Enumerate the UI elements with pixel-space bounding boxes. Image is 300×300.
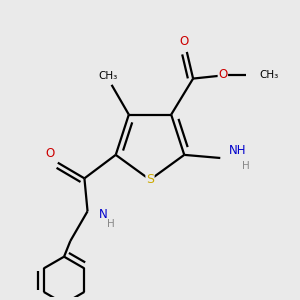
Text: NH: NH: [229, 144, 246, 157]
Text: CH₃: CH₃: [259, 70, 278, 80]
Text: N: N: [99, 208, 108, 221]
Text: CH₃: CH₃: [99, 71, 118, 81]
Text: H: H: [242, 161, 250, 171]
Text: H: H: [106, 219, 114, 229]
Text: O: O: [179, 35, 188, 48]
Text: O: O: [45, 147, 55, 161]
Text: S: S: [146, 173, 154, 186]
Text: O: O: [218, 68, 227, 81]
